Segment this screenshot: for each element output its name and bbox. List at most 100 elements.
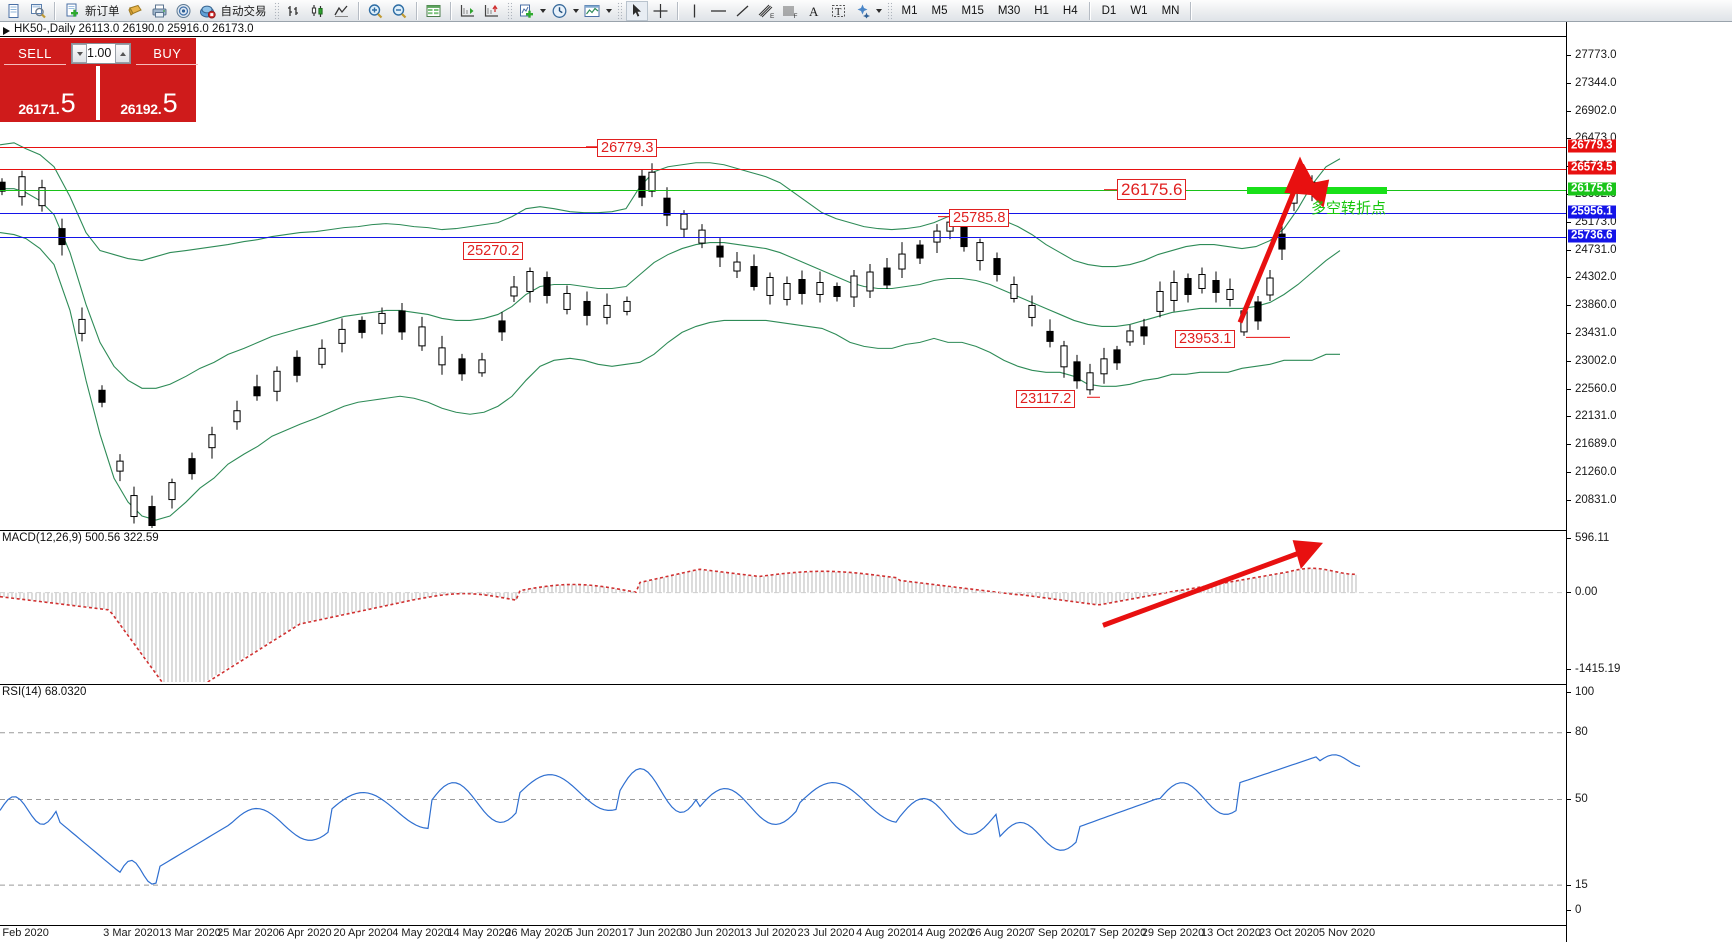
annotation-26779[interactable]: 26779.3	[597, 139, 658, 157]
shapes-icon[interactable]	[852, 1, 874, 21]
toolbar-grip[interactable]	[616, 1, 622, 20]
annotation-25785[interactable]: 25785.8	[949, 209, 1010, 227]
candle-body	[1086, 372, 1094, 391]
price-badge-resistance-2[interactable]: 26573.5	[1568, 161, 1616, 175]
tab-timeframe-m30[interactable]: M30	[997, 4, 1021, 17]
tab-timeframe-m15[interactable]: M15	[961, 4, 984, 17]
price-badge-support-2[interactable]: 25736.6	[1568, 229, 1616, 243]
volume-stepper[interactable]: 1.00	[71, 43, 132, 64]
candle-body	[168, 482, 176, 501]
price-axis-tick: 22131.0	[1567, 410, 1617, 422]
chart-expand-icon[interactable]	[3, 27, 10, 35]
price-axis-tick: 25173.0	[1567, 216, 1617, 228]
price-badge-resistance-1[interactable]: 26779.3	[1568, 139, 1616, 153]
time-axis-tick: 3 Mar 2020	[103, 927, 159, 939]
tab-timeframe-h4[interactable]: H4	[1062, 4, 1078, 17]
candle-body	[1010, 283, 1018, 299]
annotation-23953[interactable]: 23953.1	[1175, 330, 1236, 348]
rsi-axis-tick: 50	[1567, 793, 1588, 805]
annotation-25270[interactable]: 25270.2	[463, 242, 524, 260]
tab-timeframe-h1[interactable]: H1	[1034, 4, 1049, 17]
tab-timeframe-d1[interactable]: D1	[1101, 4, 1117, 17]
volume-input[interactable]: 1.00	[87, 46, 112, 60]
bar-chart-icon[interactable]	[283, 1, 305, 21]
buy-price-integer: 26192	[120, 101, 158, 117]
vertical-line-icon[interactable]	[684, 1, 706, 21]
macd-pane[interactable]: MACD(12,26,9) 500.56 322.59	[0, 530, 1566, 682]
annotation-26175[interactable]: 26175.6	[1117, 179, 1187, 200]
new-order-label[interactable]: 新订单	[85, 5, 120, 18]
candle-body	[458, 358, 466, 375]
toolbar-grip[interactable]	[506, 1, 512, 20]
candle-body	[1156, 290, 1164, 312]
profiles-icon[interactable]	[27, 1, 49, 21]
macd-series	[0, 567, 1566, 682]
toolbar-separator	[1190, 1, 1193, 20]
indicators-dropdown-caret[interactable]	[539, 1, 548, 21]
market-watch-icon[interactable]	[125, 1, 147, 21]
volume-decrease-button[interactable]	[72, 44, 87, 63]
autotrading-label[interactable]: 自动交易	[220, 5, 267, 18]
data-window-icon[interactable]	[423, 1, 445, 21]
sell-button[interactable]: SELL	[4, 42, 66, 65]
price-series	[0, 142, 1341, 521]
autotrading-icon[interactable]	[197, 1, 219, 21]
price-axis-tick: 22560.0	[1567, 383, 1617, 395]
auto-scroll-icon[interactable]	[457, 1, 479, 21]
candle-body	[976, 242, 984, 262]
candle-body	[1073, 361, 1081, 382]
new-chart-icon[interactable]	[3, 1, 25, 21]
crosshair-icon[interactable]	[650, 1, 672, 21]
tab-timeframe-mn[interactable]: MN	[1161, 4, 1180, 17]
tab-timeframe-m1[interactable]: M1	[901, 4, 918, 17]
periods-dropdown-caret[interactable]	[572, 1, 581, 21]
indicators-icon[interactable]	[516, 1, 538, 21]
buy-button[interactable]: BUY	[136, 42, 199, 65]
candle-body	[208, 434, 216, 449]
chart-shift-icon[interactable]	[481, 1, 503, 21]
equidistant-channel-icon[interactable]: E	[756, 1, 778, 21]
sell-price[interactable]: 26171 . 5	[0, 66, 94, 120]
toolbar-grip[interactable]	[273, 1, 279, 20]
price-pane[interactable]: 26779.3 26175.6 25785.8 25270.2 23953.1 …	[0, 36, 1566, 528]
candle-body	[850, 275, 858, 298]
price-badge-bid[interactable]: 26175.6	[1568, 182, 1616, 196]
annotation-23117[interactable]: 23117.2	[1016, 390, 1076, 408]
annotation-turning-point[interactable]: 多空转折点	[1311, 199, 1387, 217]
shapes-dropdown-caret[interactable]	[875, 1, 884, 21]
text-label-icon[interactable]: T	[828, 1, 850, 21]
templates-dropdown-caret[interactable]	[605, 1, 614, 21]
horizontal-line-icon[interactable]	[708, 1, 730, 21]
cursor-icon[interactable]	[625, 0, 648, 21]
fibonacci-retracement-icon[interactable]: F	[780, 1, 802, 21]
bollinger-upper-band	[0, 142, 1341, 268]
volume-increase-button[interactable]	[115, 44, 131, 63]
templates-icon[interactable]	[582, 1, 604, 21]
price-axis-tick: 24731.0	[1567, 244, 1617, 256]
price-axis-tick: 23860.0	[1567, 299, 1617, 311]
buy-price-fraction: 5	[162, 88, 178, 118]
tab-timeframe-m5[interactable]: M5	[931, 4, 948, 17]
rsi-pane[interactable]: RSI(14) 68.0320	[0, 684, 1566, 925]
buy-price[interactable]: 26192 . 5	[102, 66, 196, 120]
line-chart-icon[interactable]	[331, 1, 353, 21]
time-axis-tick: 30 Jun 2020	[679, 927, 741, 939]
signals-icon[interactable]	[173, 1, 195, 21]
zoom-in-icon[interactable]	[365, 1, 387, 21]
terminal-icon[interactable]	[149, 1, 171, 21]
chart-area[interactable]: HK50-,Daily 26113.0 26190.0 25916.0 2617…	[0, 22, 1732, 942]
price-badge-support-1[interactable]: 25956.1	[1568, 205, 1616, 219]
one-click-trading-panel[interactable]: SELL 1.00 BUY 26171 . 5 26192 .	[0, 38, 199, 122]
text-icon[interactable]: A	[804, 1, 826, 21]
zoom-out-icon[interactable]	[389, 1, 411, 21]
svg-text:F: F	[794, 13, 798, 19]
price-axis[interactable]: 27773.027344.026902.026473.026044.025602…	[1566, 22, 1732, 942]
candle-body	[526, 271, 534, 292]
clock-icon[interactable]	[549, 1, 571, 21]
new-order-icon[interactable]	[61, 1, 83, 21]
candlestick-chart-icon[interactable]	[307, 1, 329, 21]
tab-timeframe-w1[interactable]: W1	[1130, 4, 1148, 17]
trendline-icon[interactable]	[732, 1, 754, 21]
toolbar-grip[interactable]	[886, 1, 892, 20]
